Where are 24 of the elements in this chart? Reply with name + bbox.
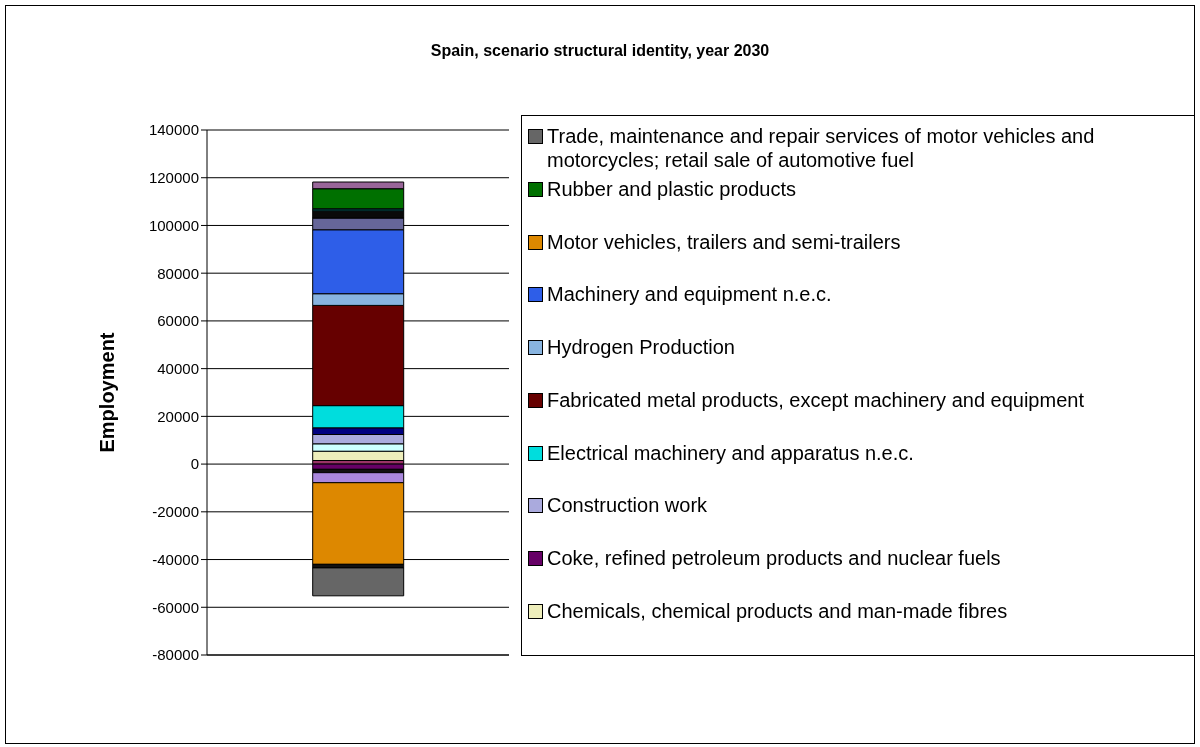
- legend-label: Rubber and plastic products: [547, 176, 797, 201]
- y-tick-label: -40000: [152, 550, 199, 568]
- legend-label: Coke, refined petroleum products and nuclear fuels: [547, 546, 1001, 571]
- y-axis-title: Employment: [96, 332, 119, 453]
- legend-label: Electrical machinery and apparatus n.e.c.: [547, 440, 914, 465]
- legend-label: Hydrogen Production: [547, 335, 735, 360]
- y-tick-label: 80000: [157, 264, 199, 282]
- y-tick-label: -60000: [152, 598, 199, 616]
- y-tick-label: 40000: [157, 359, 199, 377]
- y-tick-label: 120000: [148, 169, 199, 187]
- legend-label: Construction work: [547, 493, 708, 518]
- y-tick-label: -80000: [152, 646, 199, 664]
- text: Spain, scenario structural identity, year 2030: [429, 42, 771, 60]
- y-tick-label: 60000: [157, 312, 199, 330]
- y-tick-label: -20000: [152, 503, 199, 521]
- y-tick-label: 100000: [148, 216, 199, 234]
- y-tick-label: 20000: [157, 407, 199, 425]
- legend-label: Motor vehicles, trailers and semi-trailers: [547, 229, 901, 254]
- legend-label: Chemicals, chemical products and man-made fibres: [547, 598, 1008, 623]
- legend-label: Trade, maintenance and repair services of motor vehicles and motorcycles; retail sale of automotive fuel: [547, 124, 1096, 172]
- y-tick-label: 140000: [148, 121, 199, 139]
- y-tick-label: 0: [190, 455, 199, 473]
- legend-label: Fabricated metal products, except machinery and equipment: [547, 387, 1084, 412]
- legend-label: Machinery and equipment n.e.c.: [547, 282, 832, 307]
